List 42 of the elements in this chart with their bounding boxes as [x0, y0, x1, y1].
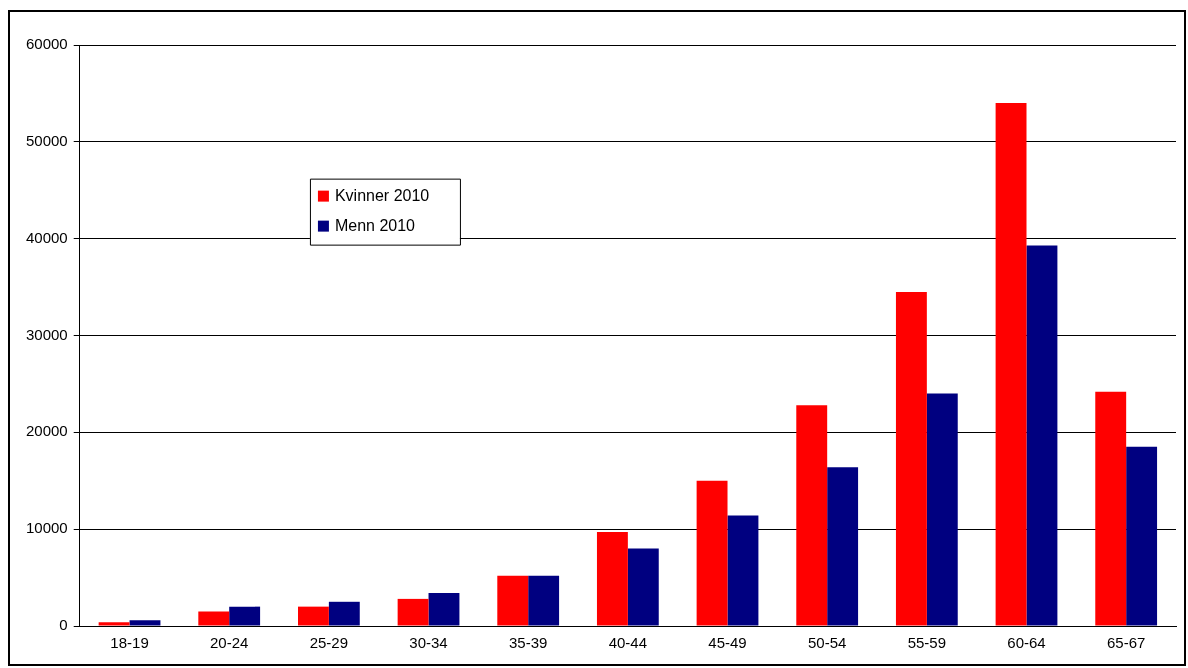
- y-tick-label: 60000: [25, 35, 68, 53]
- bar: [596, 532, 628, 626]
- x-tick-label: 65-67: [1106, 634, 1146, 652]
- y-tick-label: 40000: [25, 228, 68, 246]
- x-tick-label: 40-44: [608, 634, 648, 652]
- bar: [397, 598, 429, 626]
- y-tick-label: 30000: [25, 325, 68, 343]
- bar: [1026, 245, 1058, 626]
- bar: [98, 622, 130, 626]
- legend-label: Kvinner 2010: [334, 187, 430, 205]
- y-tick-label: 20000: [25, 422, 68, 440]
- x-tick-label: 45-49: [708, 634, 747, 652]
- bar: [528, 575, 560, 626]
- y-tick-label: 50000: [25, 131, 68, 149]
- bar: [497, 575, 529, 626]
- y-tick-label: 10000: [25, 519, 68, 537]
- bar: [229, 606, 261, 626]
- x-tick-label: 50-54: [807, 634, 847, 652]
- x-tick-label: 18-19: [110, 634, 149, 652]
- bar: [696, 480, 728, 626]
- x-tick-label: 20-24: [210, 634, 249, 652]
- bar: [428, 593, 460, 626]
- bar: [995, 103, 1027, 626]
- bar: [328, 601, 360, 626]
- bar: [198, 611, 230, 626]
- bar: [129, 620, 161, 626]
- legend-label: Menn 2010: [334, 217, 416, 235]
- x-tick-label: 35-39: [509, 634, 548, 652]
- bar: [895, 291, 927, 626]
- bar: [1126, 446, 1158, 626]
- bar: [627, 548, 659, 626]
- x-tick-label: 30-34: [409, 634, 448, 652]
- x-tick-label: 60-64: [1007, 634, 1046, 652]
- bar: [827, 467, 859, 626]
- y-tick-label: 0: [59, 616, 68, 634]
- bar: [796, 405, 828, 626]
- bar: [727, 515, 759, 626]
- x-tick-label: 25-29: [309, 634, 349, 652]
- x-tick-label: 55-59: [907, 634, 947, 652]
- bar: [1095, 391, 1127, 626]
- bar: [297, 606, 329, 626]
- bar: [926, 393, 958, 626]
